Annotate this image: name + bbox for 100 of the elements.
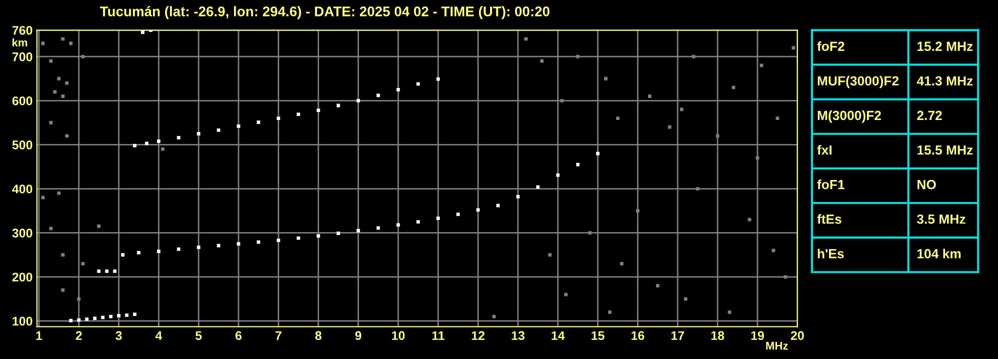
- point: [356, 98, 360, 102]
- x-tick-label: 19: [751, 331, 764, 340]
- y-tick-label: 500: [12, 140, 32, 150]
- point: [85, 318, 89, 321]
- text: fxI: [817, 144, 832, 155]
- point: [196, 132, 200, 136]
- point: [117, 314, 120, 318]
- point: [416, 82, 420, 86]
- point: [492, 314, 496, 318]
- x-tick-label: 3: [116, 331, 122, 340]
- point: [236, 242, 240, 246]
- point: [145, 142, 148, 146]
- point: [560, 98, 564, 102]
- point: [376, 226, 380, 230]
- text: 2.72: [917, 110, 942, 120]
- point: [576, 162, 580, 166]
- point: [436, 77, 440, 81]
- point: [684, 297, 688, 301]
- point: [476, 208, 480, 212]
- point: [121, 253, 124, 257]
- x-tick-label: 4: [155, 331, 162, 340]
- text: foF2: [817, 41, 844, 51]
- point: [748, 218, 752, 222]
- x-tick-label: 18: [711, 331, 724, 340]
- point: [616, 116, 620, 120]
- text: 15.2 MHz: [917, 42, 973, 51]
- point: [97, 269, 101, 273]
- point: [49, 59, 53, 63]
- text: h'Es: [818, 248, 844, 258]
- x-tick-label: 17: [671, 331, 684, 340]
- point: [620, 262, 624, 266]
- point: [77, 318, 81, 322]
- x-tick-label: 1: [36, 331, 42, 340]
- point: [216, 244, 220, 248]
- point: [316, 108, 320, 112]
- point: [81, 262, 85, 266]
- point: [608, 310, 612, 314]
- point: [588, 231, 592, 235]
- point: [596, 152, 600, 156]
- point: [109, 314, 112, 318]
- text: MUF(3000)F2: [818, 76, 899, 88]
- point: [716, 134, 720, 138]
- point: [256, 120, 260, 124]
- x-tick-label: 12: [472, 331, 484, 340]
- text: M(3000)F2: [818, 110, 881, 123]
- point: [61, 253, 65, 257]
- point: [696, 187, 700, 190]
- point: [336, 232, 340, 235]
- point: [276, 116, 280, 120]
- x-tick-label: 16: [632, 331, 644, 340]
- x-tick-label: 7: [276, 331, 282, 340]
- point: [113, 269, 116, 273]
- x-tick-label: 14: [552, 331, 565, 340]
- point: [680, 108, 684, 112]
- point: [160, 147, 164, 151]
- point: [61, 94, 65, 98]
- x-tick-label: 9: [355, 331, 362, 340]
- y-tick-label: 400: [12, 184, 32, 194]
- text: 41.3 MHz: [916, 76, 973, 86]
- point: [668, 125, 672, 129]
- point: [236, 124, 240, 128]
- y-tick-label: 200: [12, 272, 32, 282]
- point: [776, 116, 780, 120]
- point: [728, 310, 732, 314]
- point: [548, 253, 552, 257]
- text: NO: [918, 180, 936, 190]
- point: [69, 318, 73, 322]
- point: [57, 76, 61, 80]
- y-tick-label: 100: [12, 316, 32, 326]
- point: [49, 226, 53, 230]
- point: [732, 86, 736, 90]
- point: [41, 196, 45, 200]
- point: [133, 144, 136, 148]
- text: 3.5 MHz: [916, 214, 966, 224]
- point: [65, 81, 69, 85]
- point: [101, 316, 104, 320]
- point: [536, 185, 540, 189]
- point: [416, 220, 420, 224]
- x-tick-label: 5: [196, 331, 202, 340]
- point: [524, 37, 528, 41]
- point: [133, 312, 136, 316]
- point: [296, 236, 300, 240]
- point: [156, 250, 160, 254]
- point: [93, 316, 97, 320]
- point: [376, 94, 380, 98]
- point: [141, 30, 144, 34]
- point: [156, 139, 160, 143]
- point: [784, 275, 788, 279]
- y-tick-label: 300: [12, 228, 32, 238]
- x-tick-label: 11: [432, 331, 444, 340]
- point: [556, 173, 560, 177]
- point: [137, 250, 140, 254]
- point: [436, 216, 440, 220]
- point: [65, 134, 69, 138]
- point: [176, 247, 180, 251]
- point: [772, 248, 776, 252]
- point: [316, 234, 320, 238]
- y-tick-label: 600: [12, 96, 32, 106]
- point: [77, 297, 81, 301]
- x-tick-label: 15: [592, 331, 604, 340]
